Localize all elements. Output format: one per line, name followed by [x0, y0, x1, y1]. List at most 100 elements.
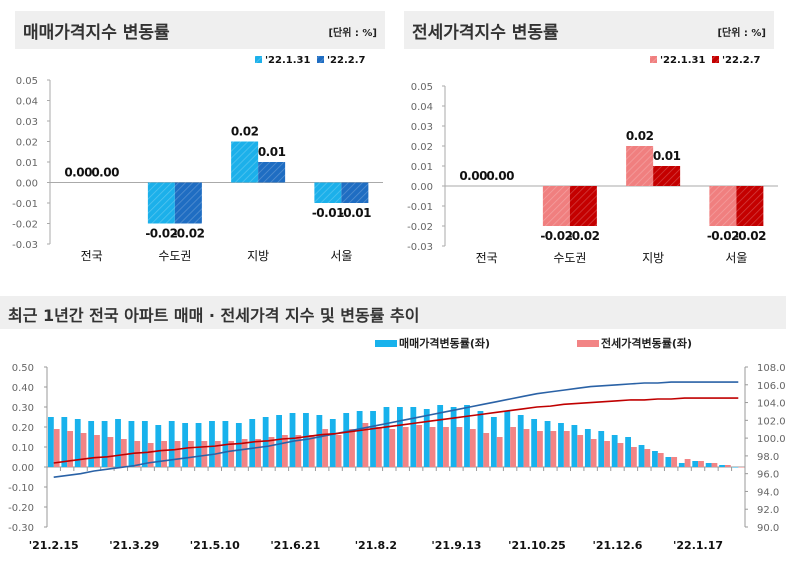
jeonse-rate-bar [147, 443, 154, 467]
sale-index-line [53, 381, 739, 479]
sale-rate-bar [558, 423, 564, 467]
sale-rate-bar [115, 419, 121, 467]
sale-bar [174, 182, 202, 224]
trend-left-tick-label: 0.00 [12, 463, 34, 474]
jeonse-rate-bar [590, 439, 597, 467]
sale-chart-unit: [단위 : %] [328, 28, 377, 39]
jeonse-rate-bar [617, 443, 624, 467]
sale-rate-bar [423, 409, 430, 467]
jeonse-rate-bar [241, 439, 248, 467]
jeonse-data-label: 0.00 [459, 169, 487, 183]
sale-bar [258, 162, 286, 183]
trend-right-tick-label: 90.0 [757, 523, 779, 534]
trend-right-tick-label: 104.0 [757, 399, 786, 410]
sale-rate-bar [531, 419, 538, 467]
jeonse-category-label: 서울 [725, 251, 747, 265]
sale-rate-bar [235, 423, 242, 467]
jeonse-rate-bar [577, 435, 584, 467]
jeonse-rate-bar [362, 423, 369, 467]
jeonse-y-tick-label: 0.05 [411, 82, 433, 93]
jeonse-rate-bar [402, 427, 409, 467]
sale-rate-bar [571, 425, 578, 467]
sale-rate-bar [249, 419, 256, 467]
jeonse-data-label: 0.00 [486, 169, 514, 183]
trend-x-tick-label: '21.2.15 [29, 539, 79, 552]
jeonse-y-tick-label: -0.03 [407, 242, 433, 253]
jeonse-rate-bar [53, 429, 60, 467]
jeonse-chart-header: 전세가격지수 변동률 [단위 : %] [404, 11, 774, 49]
jeonse-rate-bar [698, 461, 704, 467]
trend-legend-swatch [375, 340, 397, 347]
sale-category-label: 수도권 [158, 249, 191, 263]
jeonse-rate-bar [644, 449, 651, 467]
trend-left-tick-label: 0.10 [12, 443, 34, 454]
jeonse-rate-bar [201, 441, 208, 467]
sale-rate-bar [61, 417, 68, 467]
jeonse-chart-title: 전세가격지수 변동률 [412, 23, 559, 43]
jeonse-data-label: -0.02 [540, 229, 572, 243]
jeonse-bar [626, 146, 654, 186]
jeonse-bar [709, 186, 737, 226]
trend-right-tick-label: 100.0 [757, 434, 786, 445]
sale-rate-bar [383, 407, 390, 467]
sale-rate-bar [611, 435, 618, 467]
jeonse-rate-bar [630, 447, 637, 467]
jeonse-rate-bar [67, 431, 74, 467]
sale-bar [147, 182, 175, 224]
jeonse-rate-bar [335, 435, 342, 467]
sale-rate-bar [652, 451, 658, 467]
jeonse-data-label: -0.02 [567, 229, 599, 243]
jeonse-rate-bar [308, 435, 315, 467]
trend-left-tick-label: 0.40 [12, 383, 34, 394]
trend-left-tick-label: -0.30 [8, 523, 34, 534]
jeonse-rate-bar [550, 431, 557, 467]
trend-right-tick-label: 102.0 [757, 416, 786, 427]
sale-rate-bar [477, 411, 484, 467]
trend-right-tick-label: 92.0 [757, 505, 779, 516]
jeonse-rate-bar [268, 437, 275, 467]
jeonse-rate-bar [738, 467, 745, 468]
sale-rate-bar [490, 417, 497, 467]
jeonse-rate-bar [684, 459, 691, 467]
sale-rate-bar [182, 423, 189, 467]
jeonse-rate-bar [429, 427, 436, 467]
jeonse-data-label: -0.02 [707, 229, 739, 243]
sale-chart-title: 매매가격지수 변동률 [23, 23, 170, 43]
jeonse-data-label: 0.02 [626, 129, 654, 143]
sale-rate-bar [209, 421, 215, 467]
sale-y-tick-label: -0.01 [12, 199, 38, 210]
sale-data-label: 0.01 [258, 145, 286, 159]
jeonse-rate-bar [469, 429, 476, 467]
jeonse-data-label: -0.02 [734, 229, 766, 243]
trend-chart-title: 최근 1년간 전국 아파트 매매 · 전세가격 지수 및 변동률 추이 [8, 306, 420, 325]
sale-bar [341, 182, 369, 203]
sale-data-label: -0.01 [312, 206, 344, 220]
jeonse-legend-label: '22.1.31 [660, 55, 705, 66]
trend-right-tick-label: 108.0 [757, 363, 786, 374]
jeonse-rate-bar [255, 439, 261, 467]
jeonse-chart-unit: [단위 : %] [717, 28, 766, 39]
sale-y-tick-label: -0.02 [12, 220, 38, 231]
jeonse-data-label: 0.01 [653, 149, 681, 163]
sale-bar [231, 141, 259, 183]
jeonse-y-tick-label: 0.03 [411, 122, 433, 133]
jeonse-rate-bar [120, 439, 127, 467]
trend-x-tick-label: '21.3.29 [109, 539, 159, 552]
sale-rate-bar [276, 415, 282, 467]
sale-rate-bar [289, 413, 296, 467]
jeonse-rate-bar [443, 427, 449, 467]
sale-rate-bar [678, 463, 685, 467]
jeonse-rate-bar [80, 433, 87, 467]
trend-left-tick-label: -0.20 [8, 503, 34, 514]
sale-rate-bar [88, 421, 95, 467]
jeonse-rate-bar [174, 441, 181, 467]
trend-x-tick-label: '21.8.2 [355, 539, 397, 552]
sale-rate-bar [732, 467, 739, 468]
jeonse-rate-bar [483, 433, 490, 467]
sale-rate-bar [584, 429, 591, 467]
sale-category-label: 서울 [330, 249, 352, 263]
sale-y-tick-label: 0.00 [16, 179, 38, 190]
trend-legend-label: 전세가격변동률(좌) [601, 336, 692, 350]
sale-y-tick-label: 0.02 [16, 138, 38, 149]
